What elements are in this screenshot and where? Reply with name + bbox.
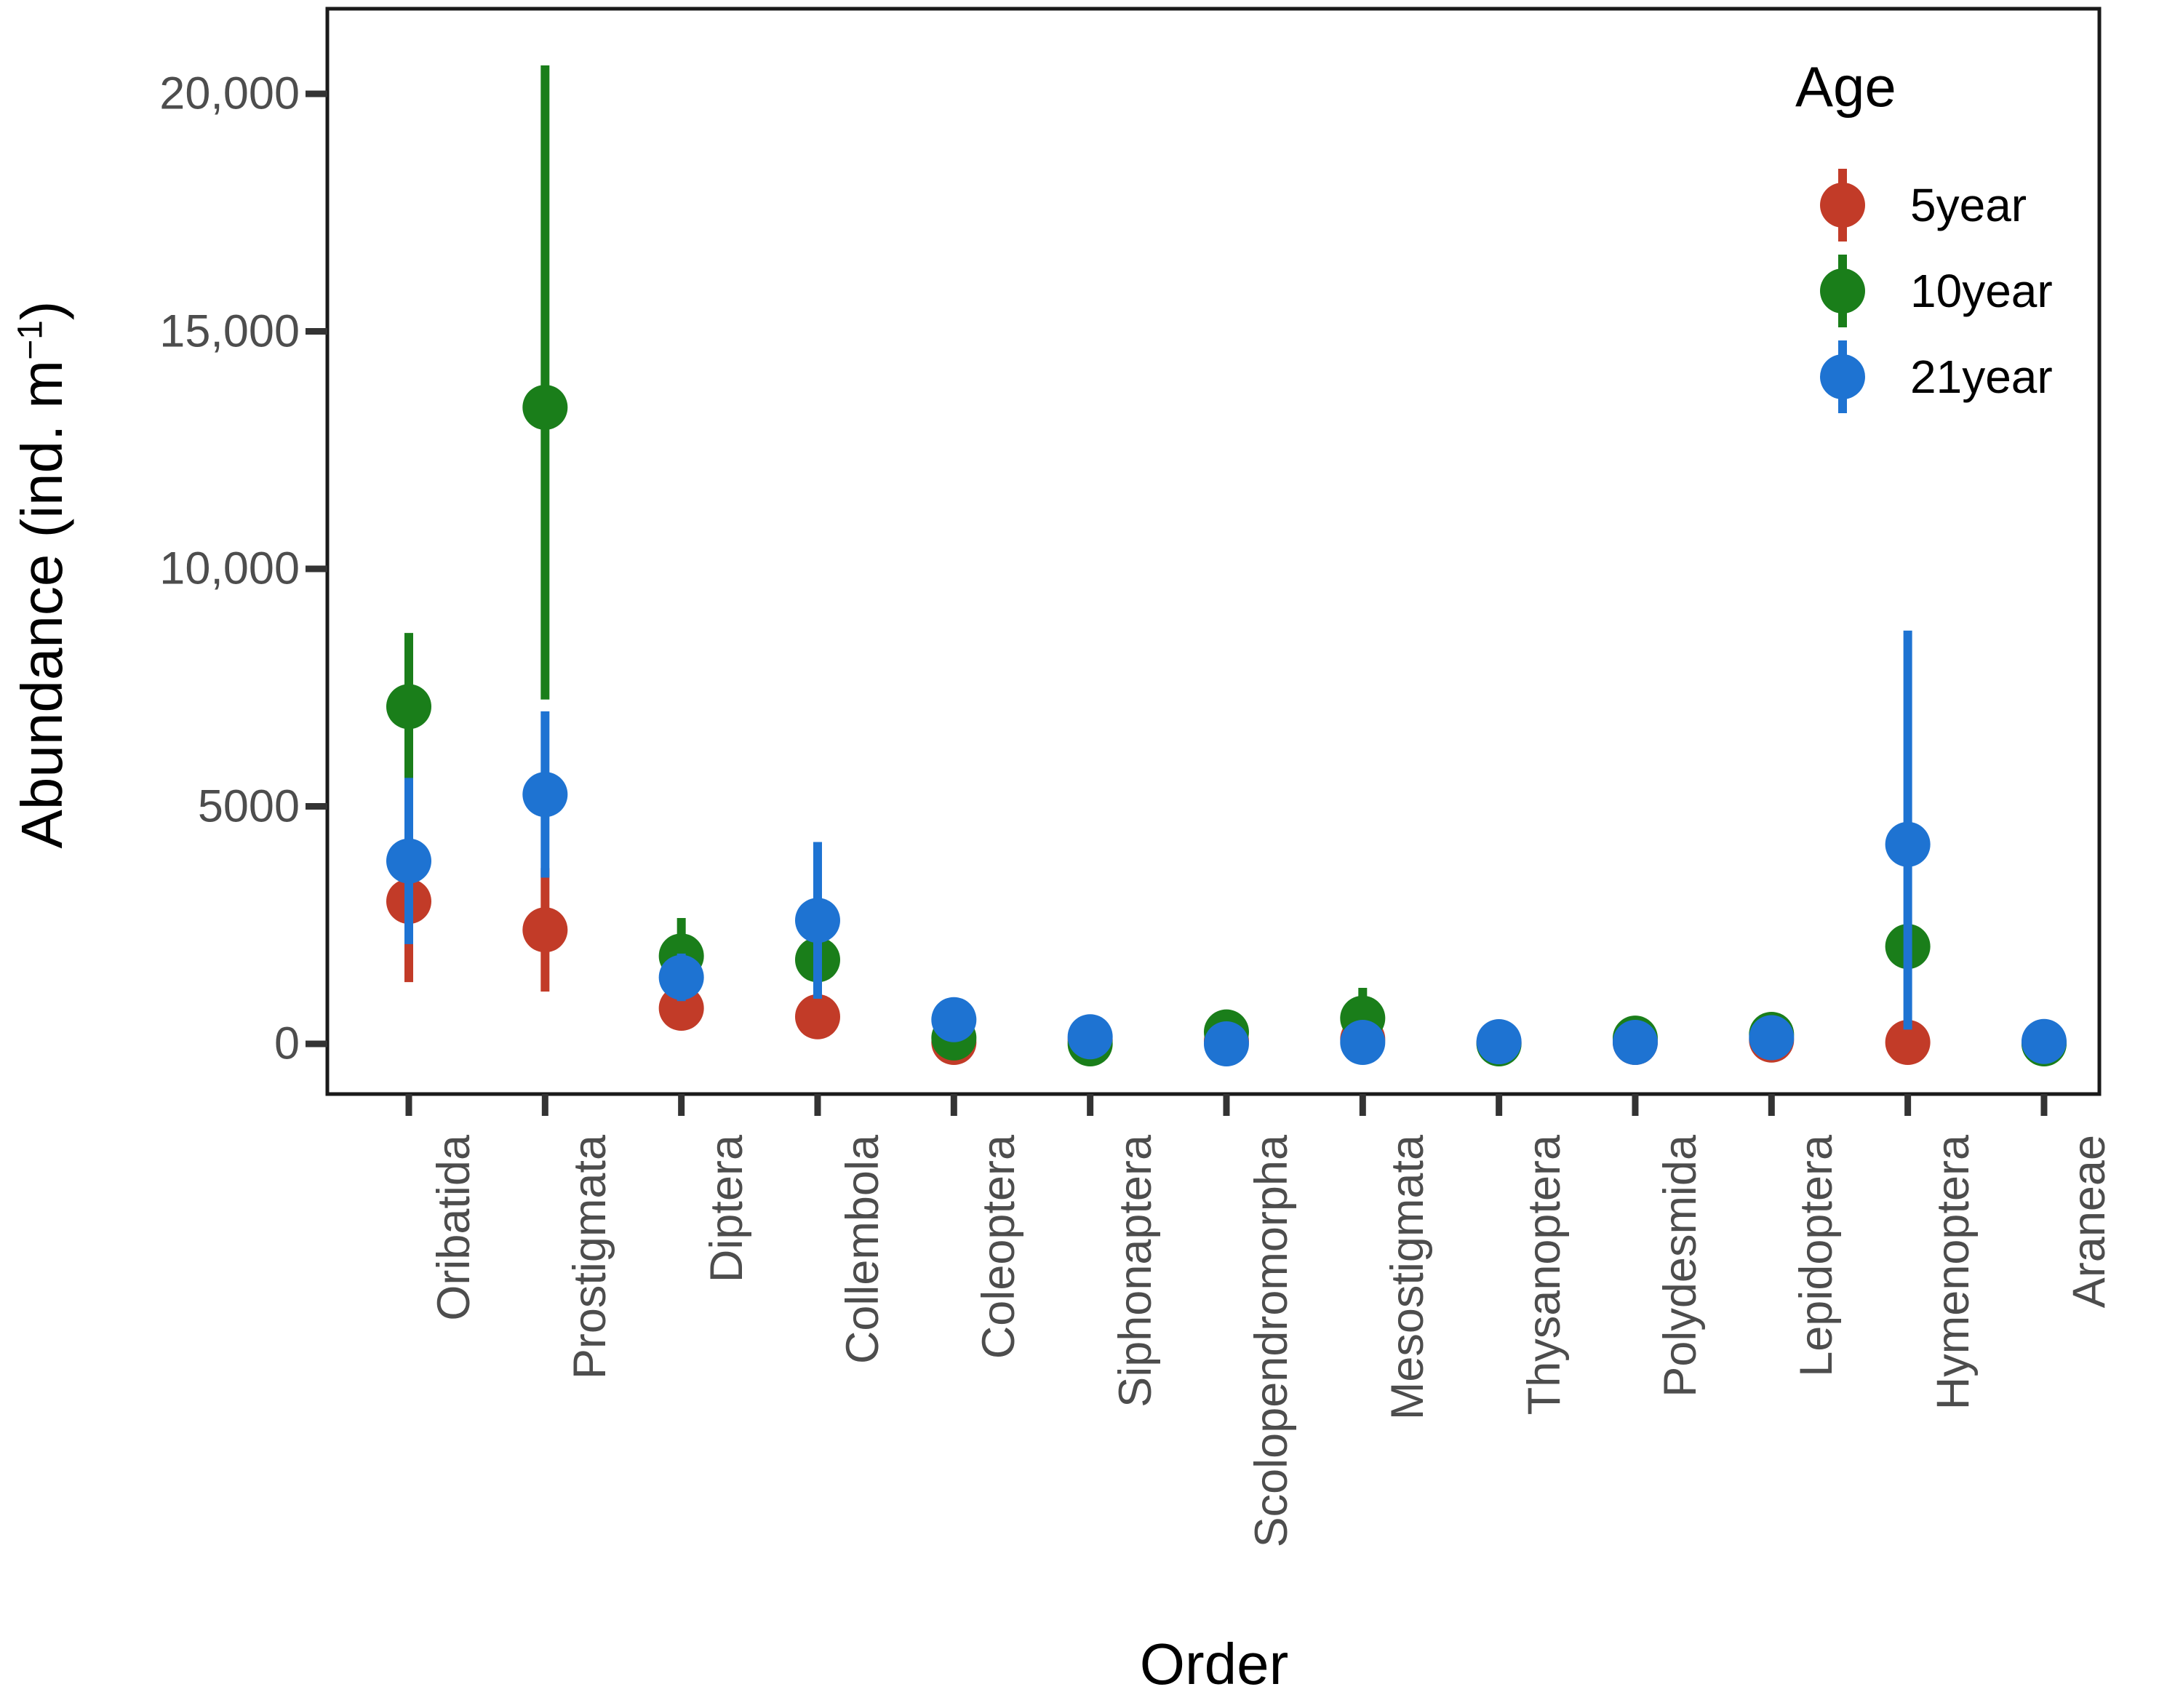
legend-key-dot: [1820, 354, 1865, 399]
x-category-label-oribatida: Oribatida: [428, 1135, 479, 1321]
legend-key-dot: [1820, 183, 1865, 228]
data-point-21year-lepidoptera: [1749, 1015, 1795, 1061]
legend-key-pointrange-icon: [1788, 162, 1897, 248]
legend-title: Age: [1795, 55, 1896, 119]
data-point-10year-oribatida: [386, 684, 431, 730]
y-axis-title-superscript: −1: [11, 320, 50, 360]
data-point-21year-prostigmata: [522, 772, 568, 818]
data-point-21year-polydesmida: [1612, 1020, 1658, 1066]
x-category-label-araneae: Araneae: [2063, 1135, 2115, 1309]
y-tick-label: 20,000: [159, 68, 300, 119]
x-category-label-lepidoptera: Lepidoptera: [1791, 1135, 1843, 1377]
data-point-5year-prostigmata: [522, 907, 568, 953]
legend-item-label: 10year: [1910, 265, 2053, 317]
x-category-label-mesostigmata: Mesostigmata: [1382, 1135, 1434, 1421]
y-tick-label: 15,000: [159, 306, 300, 356]
y-tick-label: 0: [274, 1018, 300, 1069]
legend-item-label: 21year: [1910, 351, 2053, 403]
x-category-label-polydesmida: Polydesmida: [1654, 1135, 1706, 1397]
legend-key-pointrange-icon: [1788, 248, 1897, 334]
legend-item-10year: 10year: [1788, 248, 2053, 334]
x-category-label-diptera: Diptera: [701, 1135, 752, 1283]
y-tick-label: 5000: [197, 781, 300, 831]
data-point-21year-siphonaptera: [1067, 1014, 1113, 1060]
legend-item-label: 5year: [1910, 179, 2027, 231]
data-point-21year-oribatida: [386, 838, 431, 884]
data-point-21year-collembola: [794, 898, 840, 943]
y-axis-title-close: ): [9, 300, 74, 321]
data-point-21year-thysanoptera: [1476, 1019, 1522, 1065]
x-axis-title: Order: [1139, 1632, 1289, 1696]
legend-key-pointrange-icon: [1788, 334, 1897, 420]
x-category-label-prostigmata: Prostigmata: [564, 1135, 616, 1380]
x-category-label-collembola: Collembola: [837, 1135, 888, 1365]
data-point-21year-mesostigmata: [1340, 1020, 1386, 1066]
x-category-label-thysanoptera: Thysanoptera: [1518, 1135, 1570, 1416]
data-point-21year-scolopendromorpha: [1203, 1021, 1249, 1066]
x-category-label-coleoptera: Coleoptera: [973, 1135, 1025, 1360]
data-point-21year-araneae: [2021, 1018, 2067, 1064]
y-axis-title-text: Abundance (ind. m: [9, 359, 74, 849]
y-tick-label: 10,000: [159, 543, 300, 594]
legend-item-21year: 21year: [1788, 334, 2053, 420]
legend-key-dot: [1820, 268, 1865, 314]
data-point-10year-prostigmata: [522, 384, 568, 430]
panel-border: [325, 7, 2102, 1096]
data-point-21year-hymenoptera: [1885, 821, 1931, 867]
data-point-21year-diptera: [658, 954, 704, 1000]
data-point-5year-diptera: [658, 986, 704, 1031]
x-category-label-siphonaptera: Siphonaptera: [1109, 1135, 1161, 1408]
x-category-label-scolopendromorpha: Scolopendromorpha: [1245, 1135, 1297, 1548]
data-point-5year-hymenoptera: [1885, 1020, 1931, 1066]
data-point-5year-collembola: [794, 994, 840, 1039]
x-category-label-hymenoptera: Hymenoptera: [1927, 1135, 1979, 1410]
data-point-21year-coleoptera: [931, 997, 977, 1042]
legend-item-5year: 5year: [1788, 162, 2027, 248]
y-axis-title: Abundance (ind. m−1): [9, 301, 74, 849]
